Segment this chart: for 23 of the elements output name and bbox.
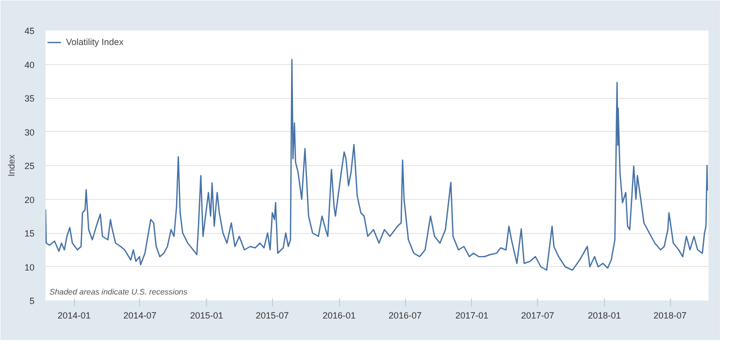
y-tick-label: 35 <box>24 94 35 104</box>
x-tick-label: 2016-07 <box>388 310 422 320</box>
x-tick-label: 2017-07 <box>521 310 554 320</box>
y-tick-label: 10 <box>24 262 35 272</box>
x-tick-label: 2016-01 <box>322 310 356 320</box>
y-tick-label: 45 <box>24 26 35 36</box>
y-axis-title: Index <box>6 154 16 177</box>
y-tick-label: 30 <box>24 127 35 138</box>
x-tick-label: 2017-01 <box>455 310 488 320</box>
x-tick-label: 2014-01 <box>58 310 91 320</box>
y-tick-label: 5 <box>29 296 35 306</box>
y-tick-label: 40 <box>24 60 35 70</box>
y-tick-label: 20 <box>24 194 35 205</box>
annotation: Shaded areas indicate U.S. recessions <box>50 288 188 296</box>
y-tick-label: 25 <box>24 161 35 171</box>
x-tick-label: 2018-01 <box>588 310 621 320</box>
x-tick-label: 2014-07 <box>123 310 156 320</box>
y-tick-label: 15 <box>24 228 35 238</box>
line-series <box>46 58 708 271</box>
legend-label: Volatility Index <box>66 37 124 47</box>
x-tick-label: 2018-07 <box>654 310 687 320</box>
x-tick-label: 2015-07 <box>256 310 289 320</box>
x-tick-label: 2015-01 <box>190 310 224 320</box>
